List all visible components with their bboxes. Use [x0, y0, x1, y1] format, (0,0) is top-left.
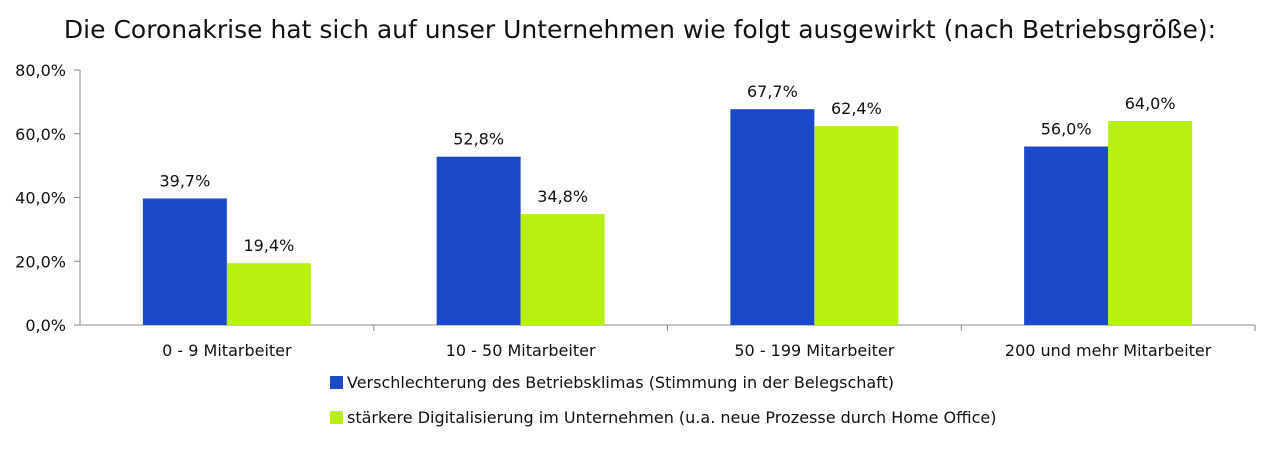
x-tick-label: 0 - 9 Mitarbeiter: [162, 341, 292, 360]
data-label: 34,8%: [537, 187, 588, 206]
bar-betriebsklima: [436, 156, 521, 325]
data-label: 67,7%: [747, 82, 798, 101]
data-label: 56,0%: [1041, 120, 1092, 139]
data-label: 39,7%: [159, 171, 210, 190]
legend-swatch: [330, 376, 343, 389]
legend-swatch: [330, 411, 343, 424]
bar-digitalisierung: [226, 263, 311, 325]
data-label: 62,4%: [831, 99, 882, 118]
data-label: 64,0%: [1125, 94, 1176, 113]
y-tick-label: 80,0%: [15, 61, 66, 80]
y-tick-label: 60,0%: [15, 125, 66, 144]
legend: Verschlechterung des Betriebsklimas (Sti…: [330, 373, 996, 427]
bar-betriebsklima: [730, 109, 815, 325]
y-tick-label: 40,0%: [15, 189, 66, 208]
legend-label: stärkere Digitalisierung im Unternehmen …: [347, 408, 996, 427]
x-tick-label: 50 - 199 Mitarbeiter: [734, 341, 894, 360]
chart-title: Die Coronakrise hat sich auf unser Unter…: [64, 15, 1216, 44]
bar-digitalisierung: [1108, 121, 1193, 325]
bar-digitalisierung: [814, 126, 899, 325]
x-tick-label: 10 - 50 Mitarbeiter: [446, 341, 596, 360]
bar-betriebsklima: [142, 198, 227, 325]
x-tick-label: 200 und mehr Mitarbeiter: [1005, 341, 1212, 360]
data-label: 52,8%: [453, 130, 504, 149]
bar-betriebsklima: [1024, 146, 1109, 325]
bars: 39,7% 19,4% 52,8% 34,8% 67,7% 62,4% 56,0% 64,0%: [142, 82, 1193, 325]
axes: 0,0% 20,0% 40,0% 60,0% 80,0% 0 - 9 Mitarbeite…: [15, 61, 1256, 360]
legend-label: Verschlechterung des Betriebsklimas (Sti…: [347, 373, 894, 392]
bar-digitalisierung: [520, 214, 605, 325]
y-tick-label: 20,0%: [15, 252, 66, 271]
data-label: 19,4%: [243, 236, 294, 255]
y-tick-label: 0,0%: [25, 316, 66, 335]
